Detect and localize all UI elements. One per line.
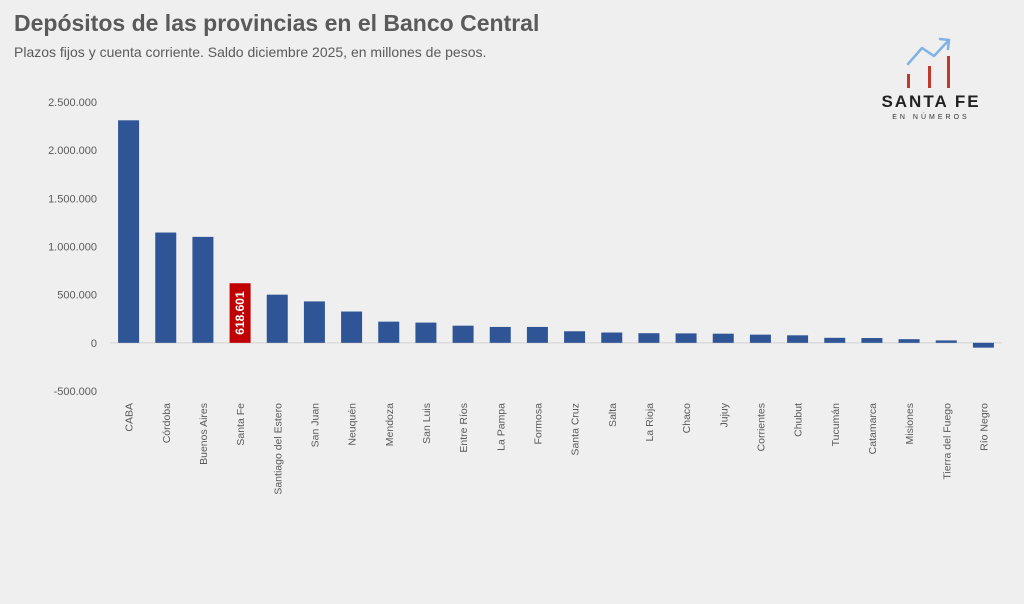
bar — [749, 334, 771, 343]
x-tick-label: La Pampa — [495, 403, 507, 451]
x-tick-label: Chaco — [681, 403, 693, 434]
x-tick-label: Corrientes — [755, 403, 767, 451]
bar — [192, 236, 214, 343]
chart-subtitle: Plazos fijos y cuenta corriente. Saldo d… — [14, 44, 487, 60]
x-tick-label: Córdoba — [161, 403, 173, 443]
x-tick-label: Santa Cruz — [570, 403, 582, 456]
chart-title: Depósitos de las provincias en el Banco … — [14, 10, 540, 36]
x-tick-label: La Rioja — [644, 403, 656, 442]
x-tick-label: Tierra del Fuego — [941, 403, 953, 480]
x-tick-label: San Juan — [309, 403, 321, 448]
y-tick-label: 1.500.000 — [48, 193, 97, 205]
y-tick-label: 0 — [91, 338, 97, 350]
logo-subtitle: EN NÚMEROS — [892, 114, 970, 121]
x-tick-label: Chubut — [793, 403, 805, 437]
x-tick-label: CABA — [124, 403, 136, 432]
bar — [564, 331, 586, 343]
x-tick-label: Río Negro — [978, 403, 990, 451]
bar — [861, 338, 883, 343]
x-tick-label: Santa Fe — [235, 403, 247, 446]
logo-title: SANTA FE — [881, 92, 981, 111]
bar — [489, 326, 511, 343]
bar — [675, 333, 697, 343]
bar-highlight — [229, 283, 251, 343]
x-tick-label: Tucumán — [830, 403, 842, 447]
bar — [712, 333, 734, 343]
bar — [526, 326, 548, 343]
bar — [787, 335, 809, 343]
y-tick-label: -500.000 — [54, 386, 97, 398]
bar — [155, 232, 177, 343]
x-tick-label: Entre Ríos — [458, 403, 470, 453]
bar — [452, 325, 474, 343]
y-tick-label: 1.000.000 — [48, 242, 97, 254]
growth-arrow-icon — [906, 37, 951, 88]
brand-logo: SANTA FE EN NÚMEROS — [876, 36, 986, 128]
bar — [415, 322, 437, 343]
bar — [898, 339, 920, 343]
y-tick-label: 500.000 — [57, 290, 97, 302]
bar — [378, 321, 400, 343]
x-tick-label: Mendoza — [384, 403, 396, 446]
x-tick-label: Neuquén — [347, 403, 359, 446]
bar — [341, 311, 363, 343]
bar — [303, 301, 325, 343]
x-tick-label: Formosa — [532, 403, 544, 445]
x-tick-label: Catamarca — [867, 403, 879, 455]
data-label: 618.601 — [233, 291, 247, 335]
x-tick-label: San Luis — [421, 403, 433, 444]
x-tick-label: Santiago del Estero — [272, 403, 284, 495]
bar — [266, 294, 288, 343]
bar — [972, 342, 994, 348]
bar — [638, 333, 660, 343]
bar — [824, 337, 846, 343]
bar — [935, 340, 957, 343]
bar — [118, 120, 140, 343]
y-tick-label: 2.000.000 — [48, 145, 97, 157]
x-tick-label: Misiones — [904, 403, 916, 444]
x-tick-label: Salta — [607, 403, 619, 427]
x-tick-label: Jujuy — [718, 402, 730, 427]
bar — [601, 332, 623, 343]
x-tick-label: Buenos Aires — [198, 403, 210, 465]
y-tick-label: 2.500.000 — [48, 97, 97, 109]
